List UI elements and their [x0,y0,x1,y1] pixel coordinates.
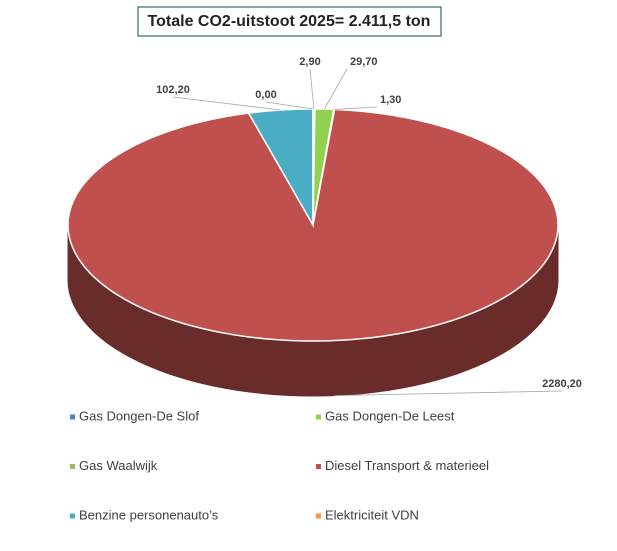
legend-swatch [316,513,321,519]
legend-label: Gas Dongen-De Slof [79,408,199,423]
legend-swatch [70,464,75,469]
leader-line [334,106,378,110]
data-label: 102,20 [156,84,190,96]
leader-line [334,390,563,396]
legend-swatch [316,464,321,469]
leader-line [265,101,314,110]
slice [247,108,314,228]
legend-label: Gas Dongen-De Leest [325,408,455,423]
legend-label: Gas Waalwijk [79,458,158,473]
legend-swatch [70,513,75,519]
legend-swatch [316,414,321,420]
leader-line [323,68,348,110]
legend-swatch [70,414,75,420]
legend-label: Diesel Transport & materieel [325,458,489,473]
data-label: 2,90 [299,56,320,68]
legend-label: Elektriciteit VDN [325,507,419,522]
chart-title: Totale CO2-uitstoot 2025= 2.411,5 ton [148,13,431,30]
data-label: 29,70 [350,56,378,68]
data-label: 2280,20 [542,378,582,390]
legend-label: Benzine personenauto’s [79,507,219,522]
leader-line [309,68,315,110]
leader-line [172,96,281,111]
title-box [137,6,442,37]
data-label: 1,30 [380,94,401,106]
data-label: 0,00 [255,89,276,101]
